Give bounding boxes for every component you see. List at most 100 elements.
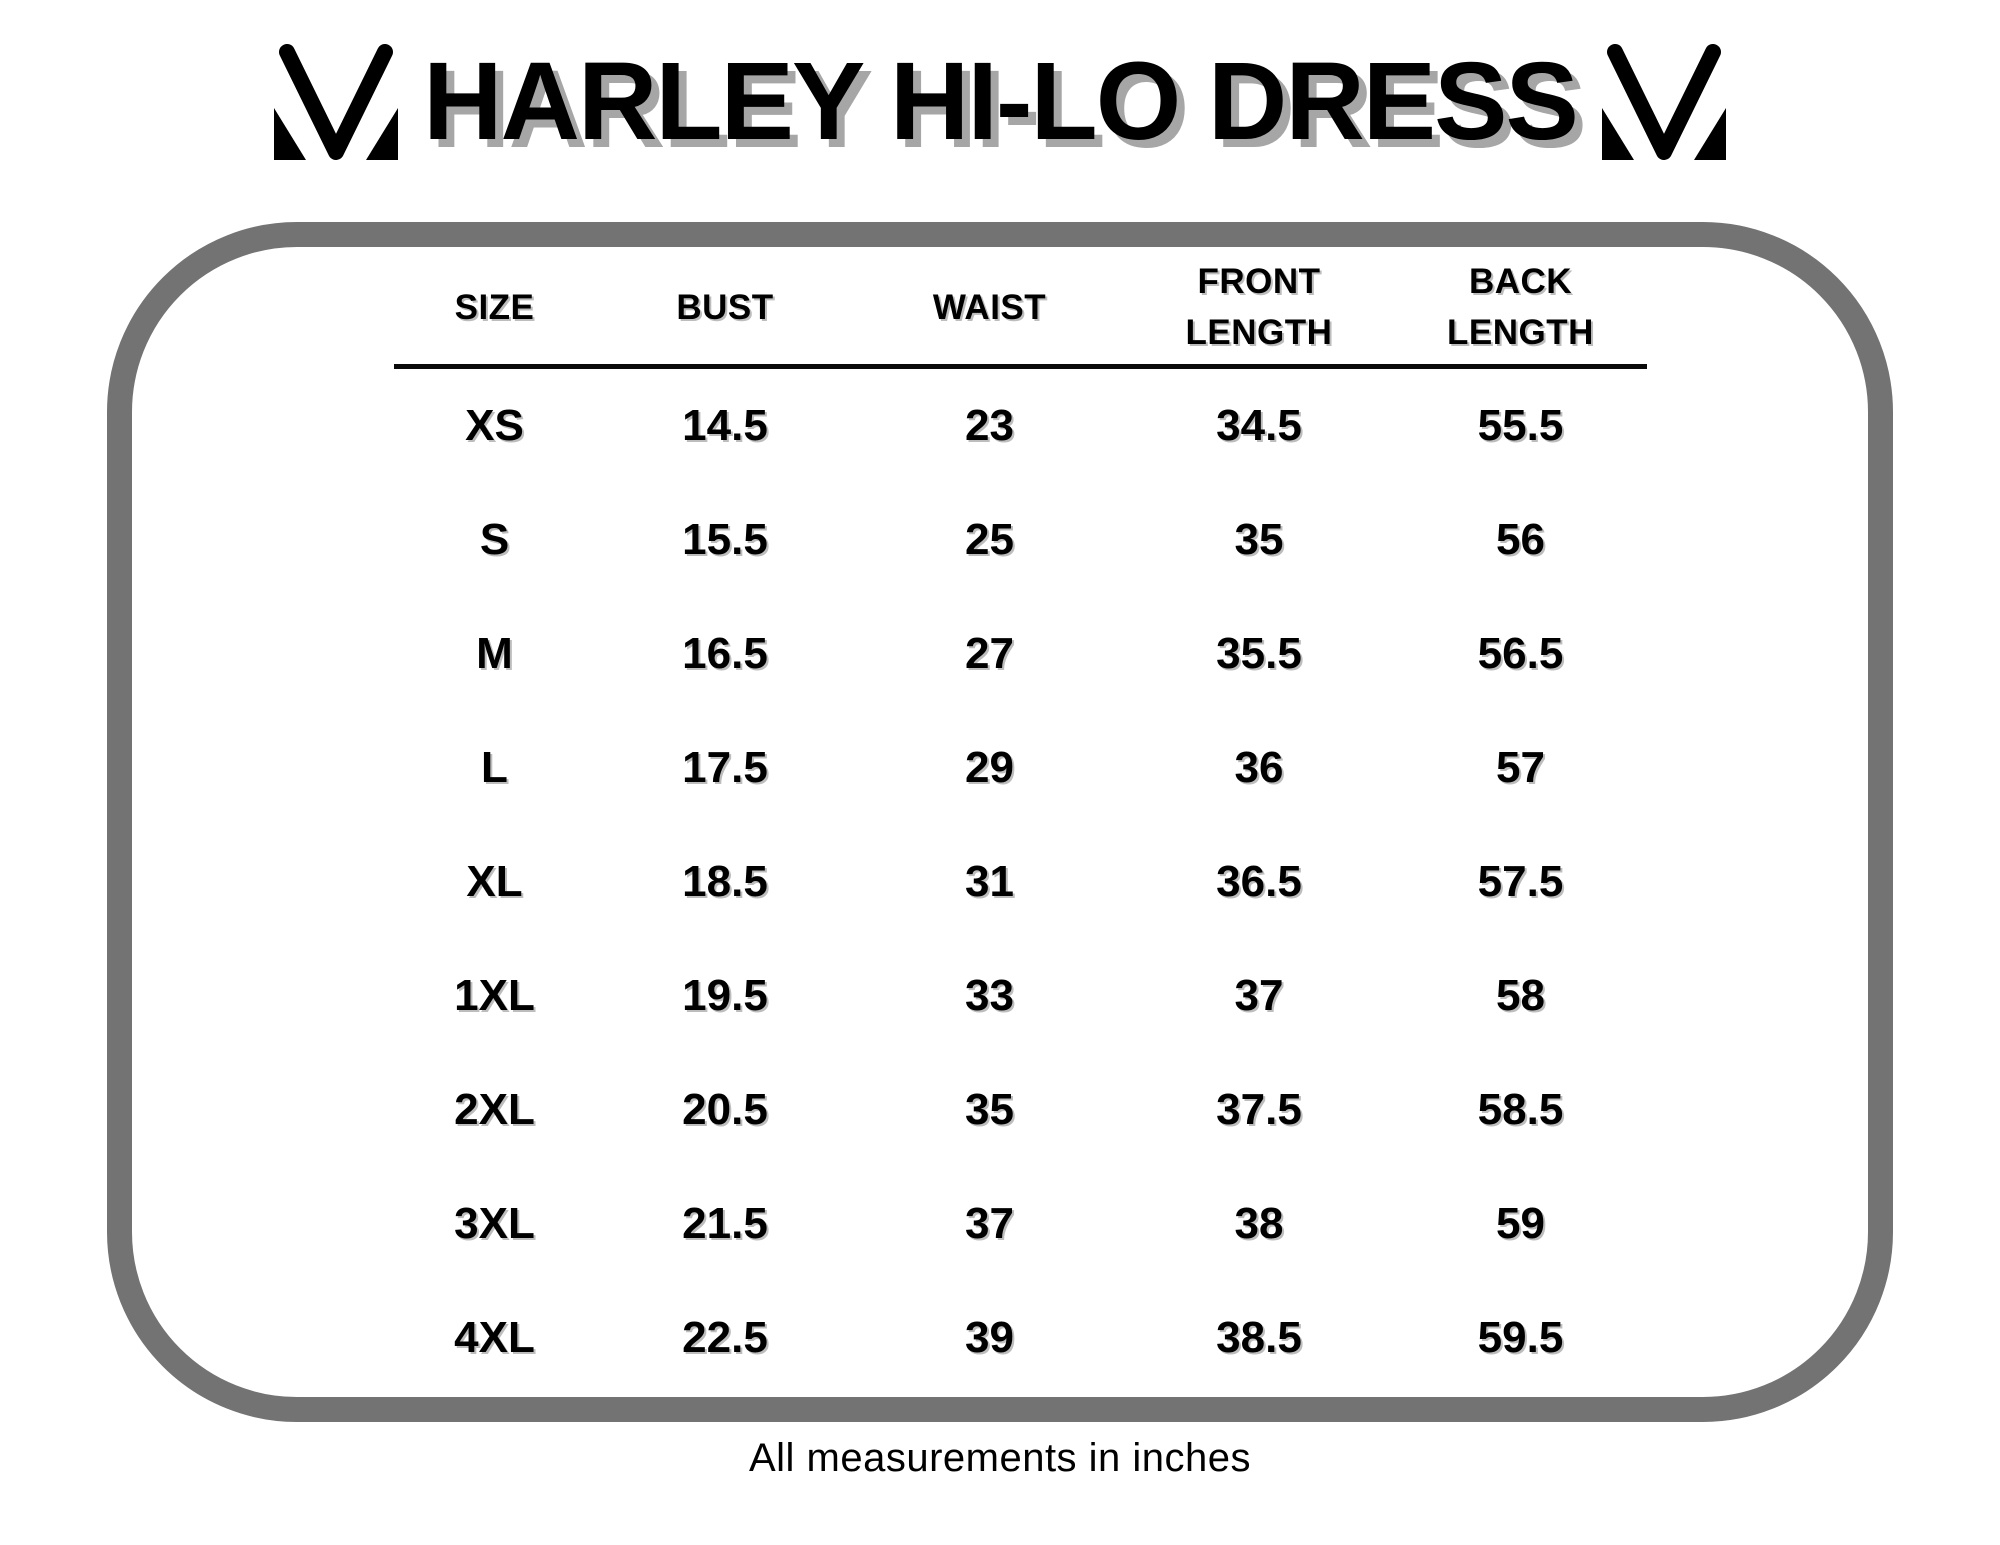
table-row-l: L 17.5 29 36 57 <box>394 711 1647 825</box>
cell-value: 56.5 <box>1477 629 1564 678</box>
column-header-bust: BUST <box>595 252 855 364</box>
cell-back-length: 57 <box>1394 711 1647 825</box>
cell-size: 1XL <box>394 939 595 1053</box>
cell-bust: 14.5 <box>595 369 855 483</box>
cell-size: XS <box>394 369 595 483</box>
cell-value: 34.5 <box>1216 401 1302 450</box>
cell-bust: 15.5 <box>595 483 855 597</box>
cell-bust: 22.5 <box>595 1281 855 1395</box>
column-header-label: LENGTH <box>1185 313 1333 352</box>
cell-front-length: 36.5 <box>1124 825 1394 939</box>
cell-value: 27 <box>965 629 1014 678</box>
column-header-back-length: BACK LENGTH <box>1394 252 1647 364</box>
cell-value: 25 <box>965 515 1014 564</box>
cell-value: 20.5 <box>682 1085 768 1134</box>
column-header-label: SIZE <box>454 287 535 327</box>
cell-bust: 16.5 <box>595 597 855 711</box>
cell-back-length: 55.5 <box>1394 369 1647 483</box>
cell-value: 14.5 <box>682 401 768 450</box>
column-header-label: FRONT <box>1197 262 1321 302</box>
table-row-1xl: 1XL 19.5 33 37 58 <box>394 939 1647 1053</box>
column-header-label: WAIST <box>932 287 1047 327</box>
header-divider-line <box>394 364 1647 369</box>
cell-value: 3XL <box>454 1199 535 1248</box>
table-row-3xl: 3XL 21.5 37 38 59 <box>394 1167 1647 1281</box>
cell-value: 35 <box>1234 515 1284 564</box>
cell-value: 15.5 <box>682 515 768 564</box>
table-body: XS 14.5 23 34.5 55.5 S 15.5 25 35 56 M 1… <box>394 369 1647 1395</box>
cell-bust: 20.5 <box>595 1053 855 1167</box>
cell-front-length: 38.5 <box>1124 1281 1394 1395</box>
table-row-2xl: 2XL 20.5 35 37.5 58.5 <box>394 1053 1647 1167</box>
table-row-xl: XL 18.5 31 36.5 57.5 <box>394 825 1647 939</box>
cell-front-length: 37.5 <box>1124 1053 1394 1167</box>
cell-value: 35 <box>965 1085 1014 1134</box>
cell-waist: 27 <box>855 597 1124 711</box>
chart-frame-border <box>107 222 1893 1422</box>
cell-bust: 21.5 <box>595 1167 855 1281</box>
column-header-label: BUST <box>676 287 774 327</box>
cell-waist: 35 <box>855 1053 1124 1167</box>
cell-waist: 25 <box>855 483 1124 597</box>
cell-value: 16.5 <box>682 629 768 678</box>
cell-value: 39 <box>965 1313 1014 1362</box>
cell-value: 23 <box>965 401 1014 450</box>
cell-back-length: 58.5 <box>1394 1053 1647 1167</box>
cell-waist: 23 <box>855 369 1124 483</box>
cell-value: M <box>476 629 513 678</box>
cell-value: 19.5 <box>682 971 768 1020</box>
cell-value: 37.5 <box>1216 1085 1302 1134</box>
column-header-front-length: FRONT LENGTH <box>1124 252 1394 364</box>
cell-front-length: 35.5 <box>1124 597 1394 711</box>
cell-value: XL <box>466 857 523 906</box>
column-header-label: BACK <box>1468 262 1573 302</box>
cell-size: L <box>394 711 595 825</box>
cell-value: 33 <box>965 971 1014 1020</box>
cell-value: 36.5 <box>1216 857 1302 906</box>
cell-value: 59.5 <box>1477 1313 1564 1362</box>
cell-value: S <box>479 515 510 564</box>
m-brand-logo-icon <box>274 44 399 160</box>
cell-waist: 39 <box>855 1281 1124 1395</box>
cell-value: 18.5 <box>682 857 768 906</box>
cell-value: XS <box>465 401 524 450</box>
cell-size: 2XL <box>394 1053 595 1167</box>
table-row-4xl: 4XL 22.5 39 38.5 59.5 <box>394 1281 1647 1395</box>
cell-waist: 37 <box>855 1167 1124 1281</box>
cell-value: 1XL <box>454 971 535 1020</box>
cell-front-length: 37 <box>1124 939 1394 1053</box>
cell-size: XL <box>394 825 595 939</box>
cell-size: 4XL <box>394 1281 595 1395</box>
table-row-xs: XS 14.5 23 34.5 55.5 <box>394 369 1647 483</box>
cell-value: 17.5 <box>682 743 768 792</box>
cell-value: 58.5 <box>1477 1085 1564 1134</box>
cell-back-length: 56.5 <box>1394 597 1647 711</box>
cell-size: 3XL <box>394 1167 595 1281</box>
page-title: HARLEY HI-LO DRESS <box>423 40 1579 163</box>
cell-value: 21.5 <box>682 1199 768 1248</box>
cell-back-length: 57.5 <box>1394 825 1647 939</box>
cell-value: 36 <box>1234 743 1284 792</box>
cell-value: 59 <box>1496 1199 1545 1248</box>
column-header-label: LENGTH <box>1447 313 1594 352</box>
cell-value: 58 <box>1496 971 1545 1020</box>
cell-waist: 33 <box>855 939 1124 1053</box>
cell-waist: 31 <box>855 825 1124 939</box>
cell-value: 56 <box>1496 515 1545 564</box>
cell-size: M <box>394 597 595 711</box>
cell-value: 57.5 <box>1477 857 1564 906</box>
cell-front-length: 36 <box>1124 711 1394 825</box>
table-row-s: S 15.5 25 35 56 <box>394 483 1647 597</box>
cell-bust: 18.5 <box>595 825 855 939</box>
cell-waist: 29 <box>855 711 1124 825</box>
cell-value: 38.5 <box>1216 1313 1302 1362</box>
cell-value: 37 <box>1234 971 1284 1020</box>
cell-value: 22.5 <box>682 1313 768 1362</box>
cell-front-length: 35 <box>1124 483 1394 597</box>
cell-front-length: 38 <box>1124 1167 1394 1281</box>
cell-back-length: 58 <box>1394 939 1647 1053</box>
cell-value: L <box>481 743 508 792</box>
cell-back-length: 59 <box>1394 1167 1647 1281</box>
cell-value: 55.5 <box>1477 401 1564 450</box>
cell-bust: 19.5 <box>595 939 855 1053</box>
